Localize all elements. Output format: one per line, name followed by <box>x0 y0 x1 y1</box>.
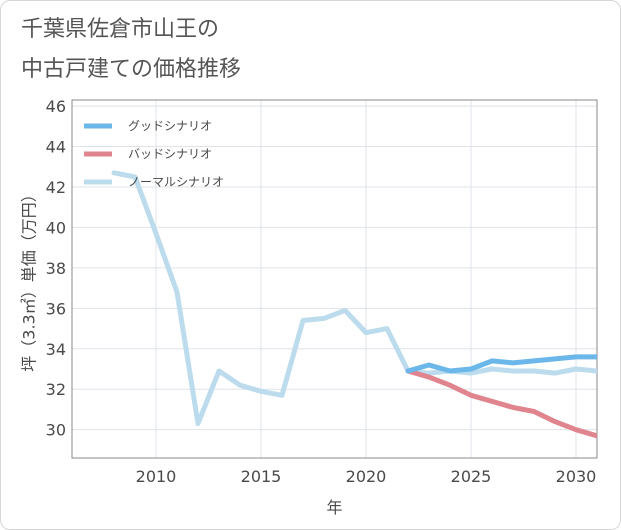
y-tick-label-42: 42 <box>46 178 66 197</box>
x-tick-label-2015: 2015 <box>241 467 282 486</box>
y-tick-label-30: 30 <box>46 421 66 440</box>
chart-title-line-2: 中古戸建ての価格推移 <box>21 57 242 82</box>
x-tick-label-2010: 2010 <box>136 467 177 486</box>
y-axis-ticks: 30 32 34 36 38 40 42 44 46 <box>46 97 66 440</box>
plot-area-frame <box>71 99 598 459</box>
x-axis-label: 年 <box>326 498 342 517</box>
legend-label-2: ノーマルシナリオ <box>128 175 224 189</box>
legend-label-0: グッドシナリオ <box>128 119 212 133</box>
grid-lines <box>72 100 597 458</box>
x-axis-ticks: 2010 2015 2020 2025 2030 <box>136 467 597 486</box>
y-tick-label-44: 44 <box>46 138 66 157</box>
x-tick-label-2030: 2030 <box>556 467 597 486</box>
y-axis-label: 坪（3.3㎡）単価（万円） <box>20 186 39 371</box>
series-line-1 <box>405 368 597 439</box>
y-tick-label-40: 40 <box>46 218 66 237</box>
y-tick-label-38: 38 <box>46 259 66 278</box>
y-tick-label-34: 34 <box>46 340 66 359</box>
y-tick-label-36: 36 <box>46 299 66 318</box>
series-line-2 <box>111 170 597 427</box>
y-tick-label-32: 32 <box>46 380 66 399</box>
x-tick-label-2020: 2020 <box>346 467 387 486</box>
series-line-0 <box>405 354 597 374</box>
series-lines <box>111 170 597 439</box>
y-tick-label-46: 46 <box>46 97 66 116</box>
chart-title-line-1: 千葉県佐倉市山王の <box>21 17 220 42</box>
x-tick-label-2025: 2025 <box>451 467 492 486</box>
legend-label-1: バッドシナリオ <box>128 147 212 161</box>
